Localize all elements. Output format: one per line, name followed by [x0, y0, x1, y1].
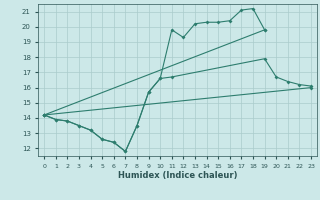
X-axis label: Humidex (Indice chaleur): Humidex (Indice chaleur) [118, 171, 237, 180]
